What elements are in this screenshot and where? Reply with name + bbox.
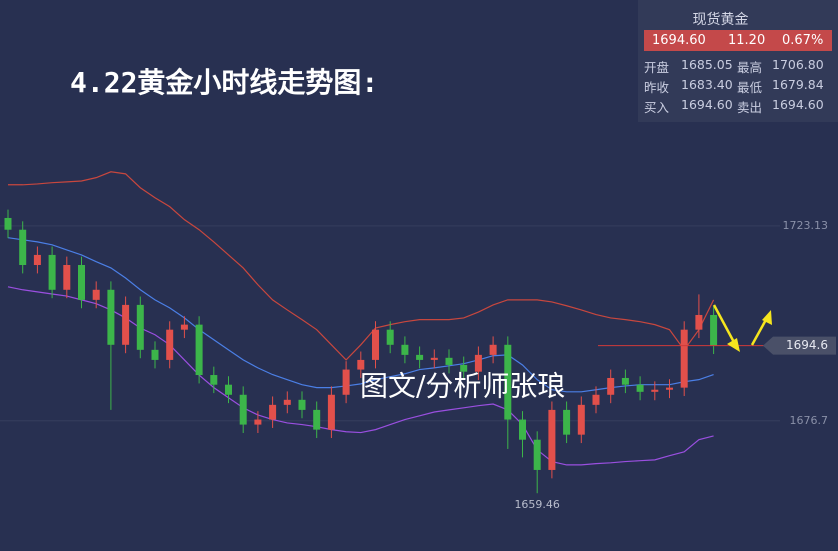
candle-body (651, 389, 659, 392)
candle-body (269, 404, 277, 420)
y-tick-label: 1723.13 (783, 219, 829, 232)
candle-body (563, 409, 571, 435)
candle-body (92, 289, 100, 300)
candle-body (533, 439, 541, 470)
candle-body (48, 254, 56, 290)
arrow-down (712, 304, 738, 347)
quote-row: 昨收 1683.40 最低 1679.84 (644, 77, 834, 95)
band-line (8, 171, 715, 361)
candle-body (63, 265, 71, 290)
candle-body (4, 217, 12, 230)
quote-value: 1706.80 (772, 57, 824, 72)
candle-body (636, 384, 644, 392)
candle-body (151, 349, 159, 360)
quote-row: 开盘 1685.05 最高 1706.80 (644, 57, 834, 75)
quote-label: 昨收 (644, 80, 670, 95)
quote-label: 最高 (737, 60, 763, 75)
candle-body (313, 409, 321, 430)
candle-body (592, 394, 600, 405)
y-tick-label: 1676.7 (790, 414, 829, 427)
candle-body (710, 314, 718, 346)
candle-body (445, 357, 453, 365)
price-tag (763, 336, 836, 355)
candle-body (460, 364, 468, 372)
candle-body (136, 304, 144, 350)
candle-body (180, 324, 188, 330)
candle-body (607, 377, 615, 395)
candle-body (695, 314, 703, 330)
candle-body (166, 329, 174, 360)
candle-body (195, 324, 203, 376)
candle-body (548, 409, 556, 470)
chart-title: 4.22黄金小时线走势图: (70, 66, 378, 99)
candle-body (680, 329, 688, 388)
quote-value: 1694.60 (772, 97, 824, 112)
quote-row: 买入 1694.60 卖出 1694.60 (644, 97, 834, 115)
quote-label: 买入 (644, 100, 670, 115)
candle-body (298, 399, 306, 410)
candle-body (239, 394, 247, 425)
plot: 1723.13 1676.7 1694.6 1659.46 (0, 171, 836, 511)
candle-body (33, 254, 41, 266)
annotation: 图文/分析师张琅 (360, 370, 565, 403)
candle-body (19, 229, 27, 266)
change-pct: 0.67% (782, 33, 824, 48)
quote-value: 1685.05 (681, 57, 733, 72)
candle-body (386, 329, 394, 345)
quote-label: 最低 (737, 80, 763, 95)
candle-body (666, 387, 673, 390)
candle-body (342, 369, 350, 395)
candle-body (327, 394, 335, 430)
low-label: 1659.46 (514, 498, 560, 511)
candle-body (225, 384, 232, 395)
quote-label: 卖出 (737, 100, 763, 115)
candle-body (254, 419, 262, 425)
candle-body (519, 419, 526, 440)
candle-body (107, 289, 115, 345)
candle-body (504, 344, 512, 420)
candle-body (401, 344, 409, 355)
candle-body (430, 357, 438, 360)
candle-body (577, 404, 585, 435)
quote-value: 1679.84 (772, 77, 824, 92)
quote-value: 1683.40 (681, 77, 733, 92)
candle-body (357, 359, 365, 370)
price-tag-label: 1694.6 (786, 338, 828, 352)
candle-body (474, 354, 482, 372)
candle-body (372, 329, 379, 360)
price-bar: 1694.60 11.20 0.67% (644, 30, 832, 51)
candle-body (283, 399, 291, 405)
candle-body (489, 344, 497, 355)
candle-body (78, 265, 85, 300)
price: 1694.60 (652, 33, 706, 48)
quote-value: 1694.60 (681, 97, 733, 112)
arrow-head (727, 338, 740, 352)
instrument-name: 现货黄金 (692, 12, 749, 28)
arrow-head (762, 310, 772, 325)
quote-label: 开盘 (644, 60, 670, 75)
quote-panel: 现货黄金 1694.60 11.20 0.67% 开盘 1685.05 最高 1706… (638, 0, 838, 122)
candle-body (122, 304, 130, 345)
candle-body (210, 375, 218, 385)
candle-body (621, 377, 629, 385)
change: 11.20 (728, 33, 766, 48)
candle-body (416, 354, 424, 360)
